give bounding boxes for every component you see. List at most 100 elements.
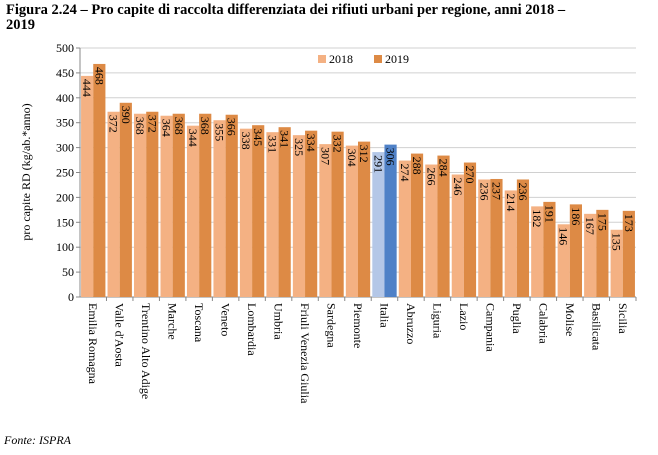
bar xyxy=(622,210,635,297)
value-label: 325 xyxy=(292,138,306,156)
bar xyxy=(213,120,226,298)
value-label: 332 xyxy=(331,135,345,153)
bar xyxy=(292,135,306,297)
y-tick-label: 300 xyxy=(56,141,74,155)
bar xyxy=(278,127,291,297)
bar xyxy=(384,144,397,297)
bar xyxy=(93,63,106,297)
bar xyxy=(463,162,477,297)
y-tick-label: 450 xyxy=(56,66,74,80)
y-tick-label: 0 xyxy=(68,290,74,304)
x-tick-label: Valle d'Aosta xyxy=(113,303,127,367)
value-label: 182 xyxy=(530,209,544,227)
value-label: 307 xyxy=(318,147,332,165)
value-label: 344 xyxy=(186,129,200,147)
value-label: 338 xyxy=(239,132,253,150)
value-label: 246 xyxy=(451,177,465,195)
y-tick-label: 250 xyxy=(56,166,74,180)
y-tick-label: 200 xyxy=(56,190,74,204)
bar xyxy=(186,125,200,297)
bar xyxy=(478,179,491,297)
bar xyxy=(410,153,424,297)
bar xyxy=(557,224,570,297)
bar xyxy=(107,111,120,297)
bar xyxy=(225,114,238,298)
value-label: 167 xyxy=(583,217,597,235)
value-label: 236 xyxy=(516,182,530,200)
value-label: 331 xyxy=(265,135,279,153)
value-label: 284 xyxy=(437,159,451,177)
x-tick-label: Friuli Venezia Giulia xyxy=(298,303,312,404)
value-label: 468 xyxy=(92,67,106,85)
value-label: 345 xyxy=(251,128,265,146)
bar xyxy=(504,190,517,297)
value-label: 364 xyxy=(160,119,174,137)
y-axis-label: pro capite RD (kg/ab.*anno) xyxy=(19,103,33,240)
x-tick-label: Toscana xyxy=(192,303,206,343)
value-label: 341 xyxy=(278,130,292,148)
chart-title: Figura 2.24 – Pro capite di raccolta dif… xyxy=(6,2,566,33)
bar xyxy=(81,75,94,297)
source: Fonte: ISPRA xyxy=(3,433,72,447)
bar xyxy=(437,155,450,297)
value-label: 355 xyxy=(213,123,227,141)
y-tick-label: 50 xyxy=(62,265,74,279)
value-label: 266 xyxy=(424,168,438,186)
value-label: 444 xyxy=(80,79,94,97)
legend-swatch xyxy=(318,55,326,63)
value-label: 186 xyxy=(569,207,583,225)
value-label: 214 xyxy=(504,193,518,211)
x-tick-label: Lombardia xyxy=(245,303,259,356)
bar xyxy=(531,206,544,297)
x-tick-label: Emilia Romagna xyxy=(86,303,100,385)
x-tick-label: Abruzzo xyxy=(404,303,418,344)
bar xyxy=(358,141,371,297)
bar xyxy=(266,132,279,297)
x-tick-label: Campania xyxy=(483,303,497,352)
legend-swatch xyxy=(374,55,382,63)
x-tick-label: Italia xyxy=(377,303,391,328)
bar xyxy=(239,128,253,297)
x-tick-label: Puglia xyxy=(510,303,524,334)
bar xyxy=(252,125,265,297)
bar xyxy=(199,113,212,298)
y-tick-label: 100 xyxy=(56,240,74,254)
bar xyxy=(345,145,358,297)
value-label: 306 xyxy=(384,148,398,166)
bar xyxy=(146,111,159,297)
value-label: 191 xyxy=(542,205,556,223)
bar xyxy=(516,179,530,297)
bar xyxy=(331,131,344,297)
bar xyxy=(610,229,623,297)
value-label: 237 xyxy=(489,182,503,200)
value-label: 390 xyxy=(119,106,133,124)
value-label: 366 xyxy=(225,118,239,136)
value-label: 372 xyxy=(145,115,159,133)
value-label: 368 xyxy=(133,117,147,135)
legend-label: 2018 xyxy=(329,52,353,66)
value-label: 304 xyxy=(345,149,359,167)
x-tick-label: Basilicata xyxy=(589,303,603,351)
x-tick-label: Veneto xyxy=(219,303,233,336)
value-label: 270 xyxy=(463,166,477,184)
bar xyxy=(543,201,556,297)
x-tick-label: Piemonte xyxy=(351,303,365,348)
value-label: 274 xyxy=(398,164,412,182)
bar xyxy=(596,209,609,297)
value-label: 175 xyxy=(595,213,609,231)
x-tick-label: Molise xyxy=(563,303,577,336)
bar xyxy=(119,102,132,297)
bar xyxy=(451,174,464,297)
x-tick-label: Sicilia xyxy=(616,303,630,334)
y-tick-label: 150 xyxy=(56,215,74,229)
value-label: 146 xyxy=(557,227,571,245)
bar xyxy=(160,115,173,297)
bar xyxy=(172,113,185,298)
x-tick-label: Marche xyxy=(166,303,180,340)
x-tick-label: Calabria xyxy=(536,303,550,344)
value-label: 372 xyxy=(107,115,121,133)
y-tick-label: 400 xyxy=(56,91,74,105)
value-label: 312 xyxy=(357,145,371,163)
y-tick-label: 500 xyxy=(56,41,74,55)
